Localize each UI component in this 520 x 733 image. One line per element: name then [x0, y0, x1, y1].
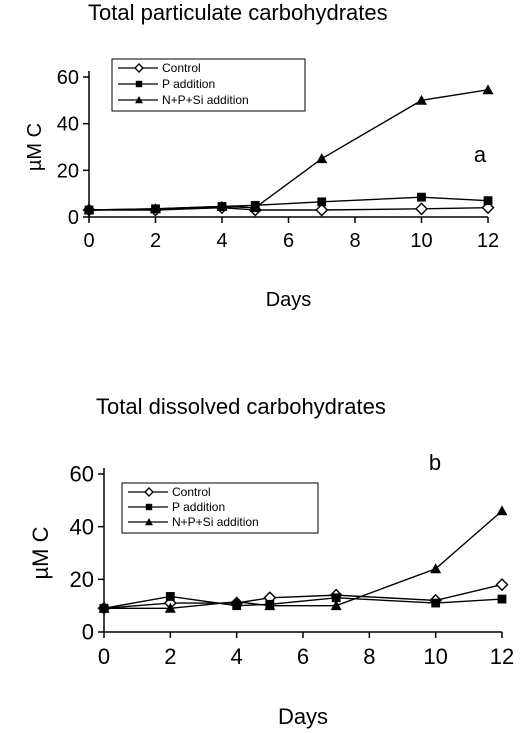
data-point: [165, 592, 175, 601]
data-point: [417, 192, 426, 202]
series-2: [98, 505, 508, 613]
y-axis-label: µM C: [24, 123, 46, 171]
x-tick-label: 10: [410, 230, 432, 252]
y-axis-label: µM C: [28, 526, 53, 579]
data-point: [231, 596, 243, 607]
series-1: [84, 192, 493, 215]
data-point: [331, 593, 341, 603]
data-point: [216, 201, 228, 211]
legend-marker: [145, 503, 153, 511]
x-tick-label: 2: [164, 644, 176, 669]
x-tick-label: 12: [477, 230, 499, 252]
data-point: [249, 202, 261, 213]
data-point: [164, 602, 176, 613]
x-tick-label: 6: [283, 230, 294, 252]
data-point: [98, 602, 110, 613]
y-tick-label: 20: [70, 567, 94, 592]
y-tick-label: 40: [70, 514, 94, 539]
series-2: [83, 84, 494, 215]
series-line: [103, 583, 503, 609]
x-tick-label: 8: [363, 644, 375, 669]
data-point: [495, 578, 509, 592]
data-point: [415, 202, 428, 216]
chart-title: Total particulate carbohydrates: [88, 0, 388, 25]
x-tick-label: 0: [83, 230, 94, 252]
legend-label: P addition: [172, 500, 225, 514]
y-tick-label: 60: [70, 462, 94, 487]
x-axis-label: Days: [278, 704, 328, 729]
panel-letter: a: [474, 142, 487, 167]
panel-a: Total particulate carbohydrates 0 20 40 60 0 2…: [24, 0, 499, 311]
panel-letter: b: [429, 450, 441, 475]
legend-label: Control: [172, 485, 211, 499]
x-tick-label: 0: [98, 644, 110, 669]
data-point: [416, 94, 427, 105]
x-axis-label: Days: [266, 289, 312, 311]
series-1: [99, 592, 507, 613]
data-point: [482, 84, 494, 95]
data-point: [431, 598, 441, 608]
data-point: [430, 563, 442, 574]
y-tick-label: 40: [57, 114, 79, 136]
data-point: [317, 197, 327, 207]
panel-b: Total dissolved carbohydrates 0 20 40 60 0 2 4 6…: [28, 394, 514, 729]
y-tick-label: 20: [57, 160, 79, 182]
legend-marker: [135, 96, 143, 104]
legend-marker: [134, 63, 144, 73]
data-point: [316, 153, 328, 164]
y-tick-label: 0: [82, 620, 94, 645]
data-point: [83, 204, 95, 215]
y-tick-label: 60: [57, 67, 79, 89]
chart-title: Total dissolved carbohydrates: [96, 394, 386, 419]
x-tick-label: 2: [150, 230, 161, 252]
legend-label: Control: [162, 61, 201, 75]
y-tick-label: 0: [68, 207, 79, 229]
x-tick-label: 4: [216, 230, 227, 252]
data-point: [330, 600, 342, 611]
legend-label: N+P+Si addition: [162, 93, 249, 107]
legend: Control P addition N+P+Si addition: [111, 58, 306, 112]
legend-marker: [145, 518, 153, 526]
data-point: [483, 196, 493, 206]
legend-box: [121, 482, 319, 534]
data-point: [496, 505, 508, 516]
legend-label: N+P+Si addition: [172, 515, 259, 529]
x-tick-label: 10: [423, 644, 447, 669]
data-point: [315, 203, 329, 217]
legend-marker: [144, 487, 154, 497]
x-tick-label: 4: [231, 644, 243, 669]
data-point: [264, 600, 276, 611]
legend-marker: [135, 80, 143, 88]
data-point: [150, 203, 161, 214]
x-tick-label: 12: [490, 644, 514, 669]
data-point: [497, 594, 507, 604]
x-tick-label: 8: [349, 230, 360, 252]
legend-label: P addition: [162, 77, 215, 91]
x-tick-label: 6: [297, 644, 309, 669]
